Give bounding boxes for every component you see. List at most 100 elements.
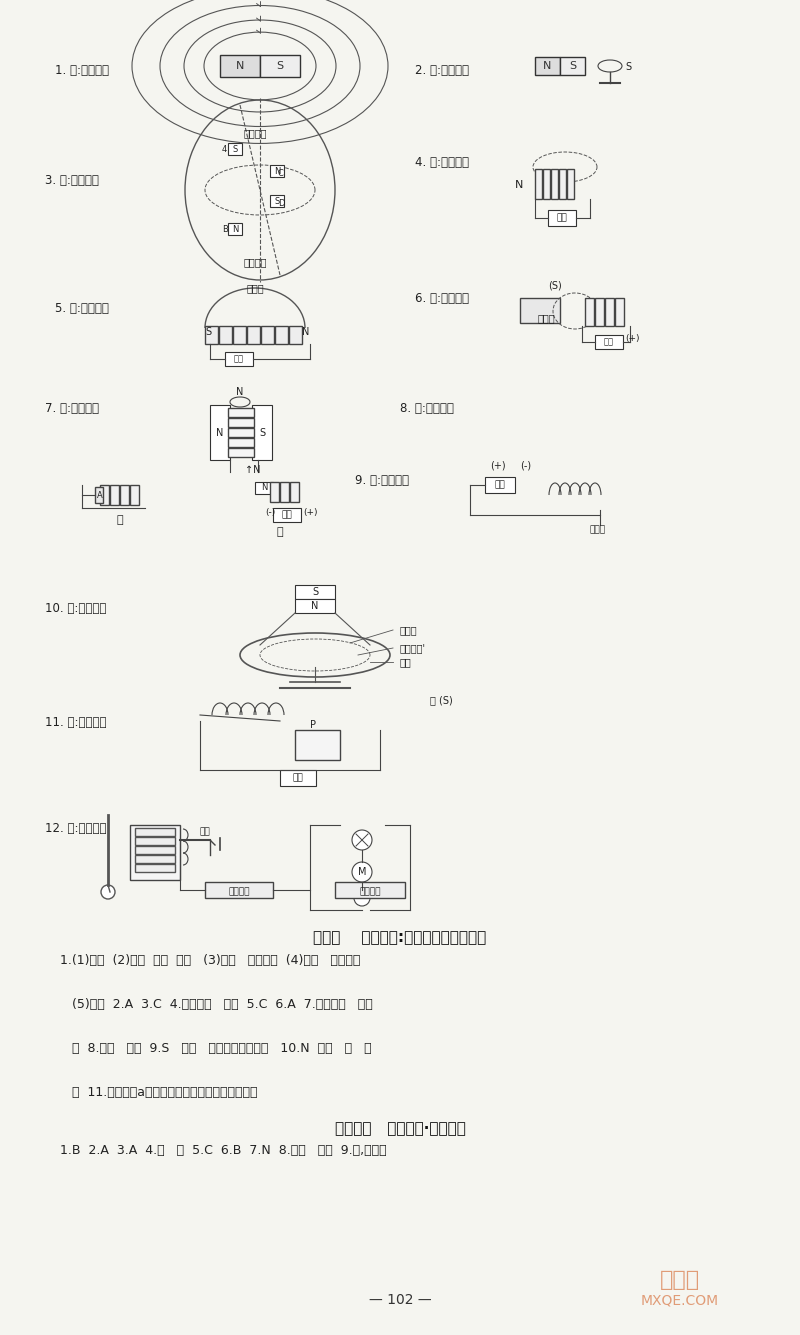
Text: (+): (+) (303, 509, 318, 518)
Bar (255, 482, 273, 494)
Text: 1.B  2.A  3.A  4.北   北  5.C  6.B  7.N  8.开关   减弱  9.解,如图所: 1.B 2.A 3.A 4.北 北 5.C 6.B 7.N 8.开关 减弱 9.… (60, 1144, 386, 1157)
Text: 4. 解:如图所示: 4. 解:如图所示 (415, 156, 469, 170)
Bar (335, 882, 405, 898)
Text: (+): (+) (625, 334, 639, 343)
Text: D: D (278, 199, 285, 207)
Bar (567, 170, 574, 199)
Text: 电源: 电源 (557, 214, 567, 223)
Text: 12. 解:如图所示: 12. 解:如图所示 (45, 821, 106, 834)
Bar (535, 170, 542, 199)
Text: B: B (222, 226, 228, 235)
Bar (260, 55, 300, 77)
Text: 电源: 电源 (494, 481, 506, 490)
Bar (228, 449, 254, 457)
Text: (+): (+) (490, 461, 506, 470)
Text: 地理南极: 地理南极 (243, 258, 266, 267)
Text: 电源: 电源 (282, 510, 292, 519)
Bar (595, 298, 604, 326)
Text: 5. 解:如图所示: 5. 解:如图所示 (55, 302, 109, 315)
Text: — 102 —: — 102 — (369, 1294, 431, 1307)
Bar (560, 57, 585, 75)
Text: 1. 解:如图所示: 1. 解:如图所示 (55, 64, 109, 76)
Bar (270, 195, 284, 207)
Bar (220, 55, 260, 77)
Text: 电池: 电池 (293, 773, 303, 782)
Text: S: S (232, 144, 238, 154)
Bar (585, 298, 594, 326)
Text: N: N (311, 601, 318, 611)
Text: 有  8.磁场   电动  9.S   改变   电能转化为机械能   10.N  向外   电   机: 有 8.磁场 电动 9.S 改变 电能转化为机械能 10.N 向外 电 机 (60, 1041, 372, 1055)
Bar (548, 210, 576, 226)
Bar (295, 730, 340, 760)
Text: 衔铁: 衔铁 (200, 828, 210, 837)
Text: S: S (312, 587, 318, 597)
Text: S: S (205, 327, 211, 336)
Bar (135, 828, 175, 836)
Circle shape (354, 890, 370, 906)
Circle shape (352, 830, 372, 850)
Text: 6. 解:如图所示: 6. 解:如图所示 (415, 291, 469, 304)
Text: 第十七章   挑战中考·易错专攻: 第十七章 挑战中考·易错专攻 (334, 1121, 466, 1136)
Bar (130, 485, 139, 505)
Bar (205, 882, 273, 898)
Text: (5)不能  2.A  3.C  4.电流方向   机械  5.C  6.A  7.通电导体   电动: (5)不能 2.A 3.C 4.电流方向 机械 5.C 6.A 7.通电导体 电… (60, 997, 373, 1011)
Bar (210, 405, 230, 461)
Bar (252, 405, 272, 461)
Bar (225, 352, 253, 366)
Text: S: S (569, 61, 576, 71)
Text: 3. 解:如图所示: 3. 解:如图所示 (45, 174, 99, 187)
Text: P: P (310, 720, 316, 730)
Bar (228, 143, 242, 155)
Bar (295, 599, 335, 613)
Text: MXQE.COM: MXQE.COM (641, 1294, 719, 1307)
Bar (120, 485, 129, 505)
Text: N: N (236, 387, 244, 396)
Text: 扶杖排: 扶杖排 (590, 526, 606, 534)
Bar (233, 326, 246, 344)
Bar (615, 298, 624, 326)
Text: N: N (261, 483, 267, 493)
Text: 电源: 电源 (604, 338, 614, 347)
Text: N: N (232, 224, 238, 234)
Bar (520, 298, 560, 323)
Text: (-): (-) (265, 509, 275, 518)
Text: 10. 解:如图所示: 10. 解:如图所示 (45, 602, 106, 614)
Text: (-): (-) (520, 461, 531, 470)
Text: N: N (236, 61, 244, 71)
Text: 磁感线: 磁感线 (400, 625, 418, 635)
Bar (551, 170, 558, 199)
Bar (280, 482, 289, 502)
Bar (270, 166, 284, 178)
Text: 乙: 乙 (277, 527, 283, 537)
Text: S: S (259, 427, 265, 438)
Bar (228, 418, 254, 427)
Text: S: S (274, 196, 280, 206)
Bar (135, 837, 175, 845)
Text: 甲: 甲 (117, 515, 123, 525)
Bar (135, 854, 175, 862)
Bar (135, 846, 175, 854)
Bar (228, 429, 254, 437)
Text: 9. 解:如图所示: 9. 解:如图所示 (355, 474, 409, 486)
Text: 答案圈: 答案圈 (660, 1270, 700, 1290)
Text: 2. 解:如图所示: 2. 解:如图所示 (415, 64, 469, 76)
Bar (289, 326, 302, 344)
Bar (595, 335, 623, 348)
Text: 4: 4 (222, 146, 227, 155)
Text: (S): (S) (548, 280, 562, 290)
Text: 第三节    科学探究:电动机为什么会转动: 第三节 科学探究:电动机为什么会转动 (314, 930, 486, 945)
Text: 11. 解:如图所示: 11. 解:如图所示 (45, 717, 106, 729)
Bar (273, 509, 301, 522)
Bar (543, 170, 550, 199)
Bar (228, 438, 254, 447)
Text: N: N (302, 327, 310, 336)
Bar (228, 223, 242, 235)
Bar (261, 326, 274, 344)
Bar (135, 864, 175, 872)
Bar (219, 326, 232, 344)
Bar (270, 482, 279, 502)
Text: M: M (358, 866, 366, 877)
Text: 铝盘: 铝盘 (400, 657, 412, 668)
Bar (295, 585, 335, 599)
Bar (100, 485, 109, 505)
